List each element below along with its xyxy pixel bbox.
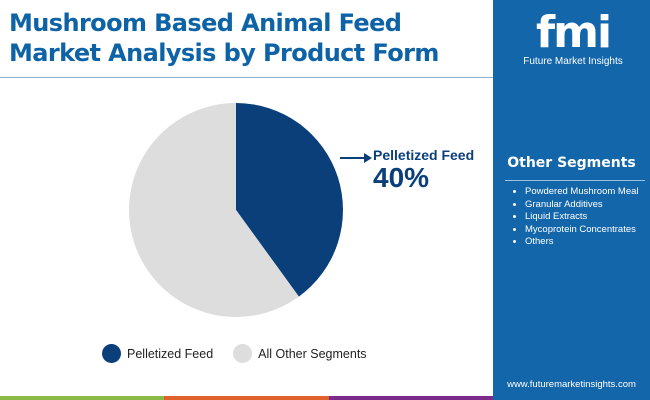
- legend-label: Pelletized Feed: [127, 346, 214, 361]
- pie-slice-1: [128, 103, 299, 318]
- bar-green: [0, 396, 165, 400]
- segments-title: Other Segments: [507, 155, 636, 171]
- sidebar: fmi Future Market Insights Other Segment…: [493, 0, 650, 400]
- logo: fmi Future Market Insights: [518, 7, 628, 68]
- segments-list: Powdered Mushroom Meal Granular Additive…: [509, 186, 645, 249]
- legend-label: All Other Segments: [258, 346, 367, 361]
- callout: Pelletized Feed 40%: [373, 147, 474, 193]
- list-item: Granular Additives: [525, 199, 645, 212]
- callout-value: 40%: [373, 162, 430, 193]
- website-link[interactable]: www.futuremarketinsights.com: [507, 379, 636, 390]
- callout-label: Pelletized Feed: [373, 147, 475, 163]
- pie-chart: [128, 103, 372, 318]
- brand-name: Future Market Insights: [523, 56, 623, 67]
- divider: [505, 180, 645, 181]
- divider: [0, 77, 493, 78]
- bar-purple: [328, 396, 493, 400]
- bar-orange: [164, 396, 329, 400]
- legend-swatch: [102, 344, 121, 363]
- chart-title: Mushroom Based Animal Feed Market Analys…: [9, 9, 439, 67]
- list-item: Others: [525, 236, 645, 249]
- legend-swatch: [233, 344, 253, 363]
- logo-mark: fmi: [535, 7, 612, 58]
- legend-item: All Other Segments: [233, 344, 367, 363]
- color-bar: [0, 396, 493, 400]
- legend-item: Pelletized Feed: [102, 344, 213, 363]
- legend: Pelletized Feed All Other Segments: [102, 344, 387, 363]
- pie-slice-0: [236, 103, 343, 297]
- callout-arrow-head: [364, 153, 372, 163]
- list-item: Powdered Mushroom Meal: [525, 186, 645, 199]
- list-item: Liquid Extracts: [525, 211, 645, 224]
- list-item: Mycoprotein Concentrates: [525, 224, 645, 237]
